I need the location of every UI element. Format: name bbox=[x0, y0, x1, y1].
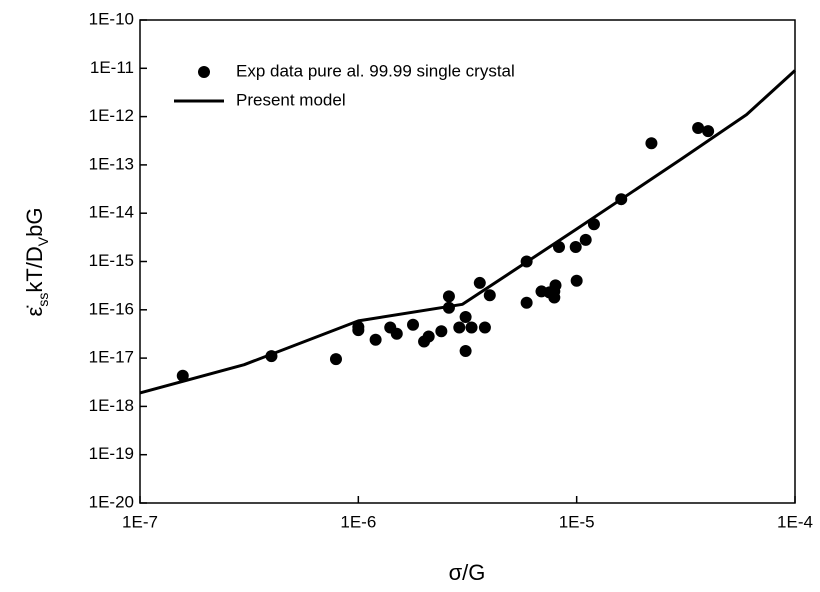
data-point bbox=[407, 318, 420, 331]
data-point bbox=[459, 310, 472, 323]
x-tick-label: 1E-5 bbox=[559, 512, 595, 531]
legend-label: Present model bbox=[236, 90, 346, 109]
data-point bbox=[702, 125, 715, 138]
y-tick-label: 1E-18 bbox=[89, 396, 134, 415]
data-point bbox=[442, 290, 455, 303]
x-tick-label: 1E-4 bbox=[777, 512, 813, 531]
data-point bbox=[465, 321, 478, 334]
y-axis-label-part: bG bbox=[22, 208, 47, 237]
y-axis-label: ε̇sskT/DVbG bbox=[22, 208, 51, 317]
y-tick-label: 1E-14 bbox=[89, 203, 134, 222]
data-point bbox=[369, 333, 382, 346]
data-point bbox=[483, 289, 496, 302]
data-point bbox=[352, 324, 365, 337]
data-point bbox=[478, 321, 491, 334]
data-point bbox=[645, 137, 658, 150]
data-point bbox=[435, 325, 448, 338]
y-tick-label: 1E-17 bbox=[89, 348, 134, 367]
data-point bbox=[459, 345, 472, 358]
data-point bbox=[569, 240, 582, 253]
data-point bbox=[329, 353, 342, 366]
y-tick-label: 1E-10 bbox=[89, 9, 134, 28]
y-tick-label: 1E-19 bbox=[89, 444, 134, 463]
data-point bbox=[473, 276, 486, 289]
data-point bbox=[579, 233, 592, 246]
x-tick-label: 1E-7 bbox=[122, 512, 158, 531]
y-axis-label-part: ss bbox=[35, 293, 51, 307]
data-point bbox=[422, 330, 435, 343]
x-axis-label: σ/G bbox=[449, 560, 486, 585]
data-point bbox=[176, 369, 189, 382]
data-point bbox=[390, 327, 403, 340]
y-axis-label-part: kT/D bbox=[22, 246, 47, 292]
y-tick-label: 1E-11 bbox=[90, 58, 134, 77]
legend-marker bbox=[198, 66, 210, 78]
model-line bbox=[139, 69, 797, 395]
y-tick-label: 1E-13 bbox=[89, 154, 134, 173]
legend-label: Exp data pure al. 99.99 single crystal bbox=[236, 61, 515, 80]
data-point bbox=[549, 279, 562, 292]
y-tick-label: 1E-15 bbox=[89, 251, 134, 270]
data-point bbox=[692, 122, 705, 135]
y-axis-label-part: ε̇ bbox=[22, 306, 47, 317]
y-axis-label-part: V bbox=[35, 236, 51, 246]
x-tick-label: 1E-6 bbox=[340, 512, 376, 531]
y-tick-label: 1E-12 bbox=[89, 106, 134, 125]
y-tick-label: 1E-16 bbox=[89, 299, 134, 318]
data-point bbox=[520, 296, 533, 309]
data-point bbox=[453, 321, 466, 334]
y-tick-label: 1E-20 bbox=[89, 492, 134, 511]
data-point bbox=[570, 274, 583, 287]
